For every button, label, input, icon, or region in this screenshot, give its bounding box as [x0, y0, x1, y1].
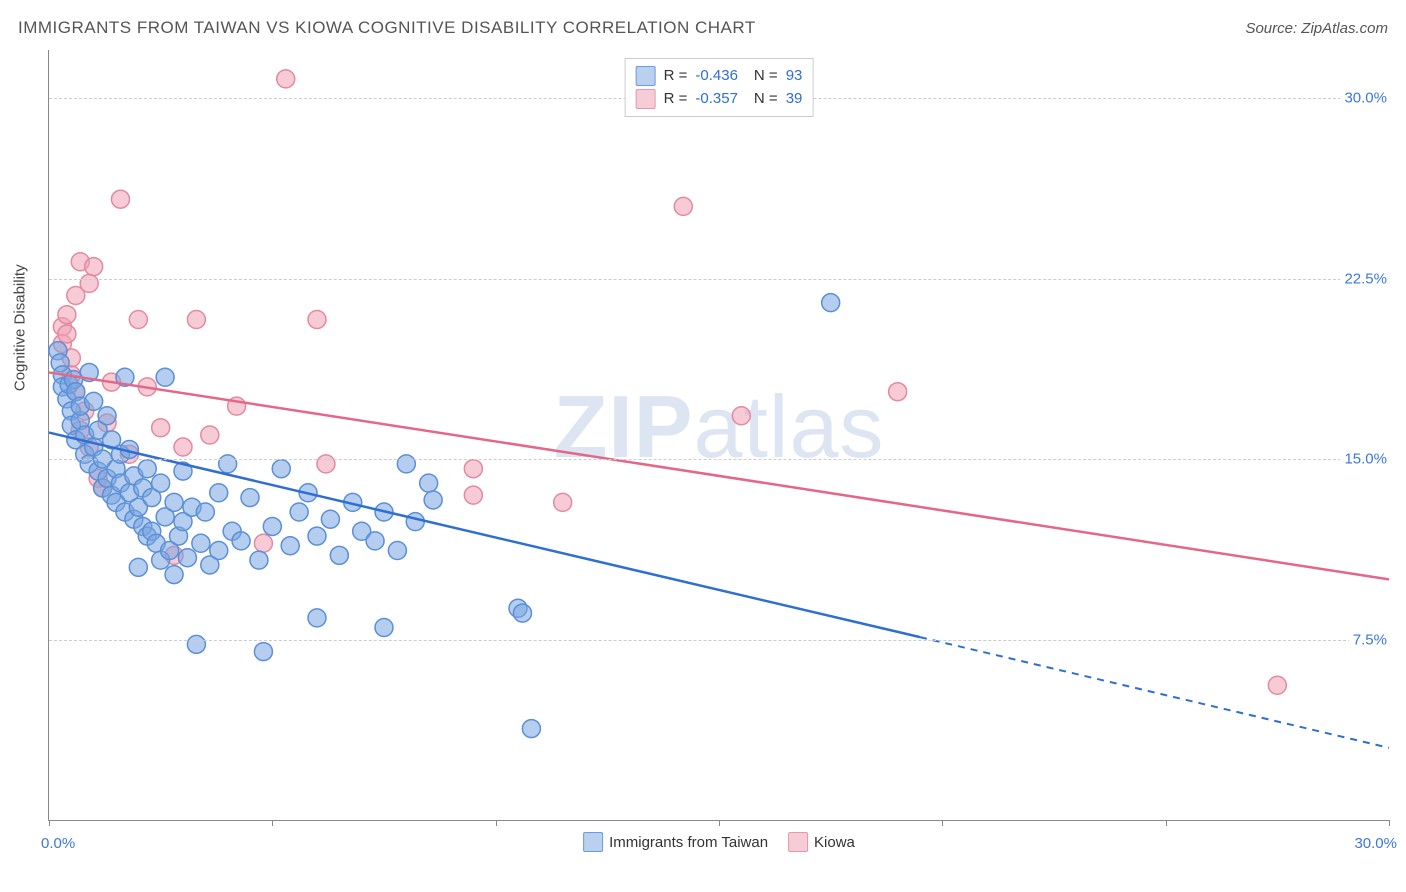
scatter-point	[80, 274, 98, 292]
scatter-point	[388, 542, 406, 560]
y-tick-label: 30.0%	[1340, 90, 1391, 107]
source-attribution: Source: ZipAtlas.com	[1245, 20, 1388, 37]
scatter-point	[420, 474, 438, 492]
x-tick	[272, 820, 273, 826]
scatter-point	[210, 484, 228, 502]
scatter-svg	[49, 50, 1389, 820]
scatter-point	[290, 503, 308, 521]
scatter-point	[554, 493, 572, 511]
scatter-point	[85, 392, 103, 410]
scatter-point	[152, 474, 170, 492]
y-tick-label: 22.5%	[1340, 270, 1391, 287]
scatter-point	[674, 197, 692, 215]
legend-stats: R = -0.436 N = 93 R = -0.357 N = 39	[625, 58, 814, 117]
legend-series: Immigrants from Taiwan Kiowa	[583, 832, 855, 852]
scatter-point	[178, 549, 196, 567]
legend-item-series-2: Kiowa	[788, 832, 855, 852]
legend-item-series-1: Immigrants from Taiwan	[583, 832, 768, 852]
x-tick	[496, 820, 497, 826]
scatter-point	[250, 551, 268, 569]
n-value-2: 39	[786, 88, 803, 111]
scatter-point	[281, 537, 299, 555]
scatter-point	[366, 532, 384, 550]
swatch-series-2	[636, 89, 656, 109]
x-axis-max-label: 30.0%	[1354, 835, 1397, 852]
scatter-point	[98, 407, 116, 425]
scatter-point	[241, 489, 259, 507]
scatter-point	[397, 455, 415, 473]
chart-plot-area: ZIPatlas R = -0.436 N = 93 R = -0.357 N …	[48, 50, 1389, 821]
scatter-point	[58, 306, 76, 324]
scatter-point	[165, 566, 183, 584]
scatter-point	[254, 534, 272, 552]
scatter-point	[308, 609, 326, 627]
scatter-point	[152, 419, 170, 437]
legend-label-2: Kiowa	[814, 834, 855, 851]
trend-line-kiowa	[49, 372, 1389, 579]
gridline	[49, 640, 1391, 641]
scatter-point	[58, 325, 76, 343]
scatter-point	[210, 542, 228, 560]
x-tick	[942, 820, 943, 826]
scatter-point	[187, 311, 205, 329]
scatter-point	[513, 604, 531, 622]
scatter-point	[822, 294, 840, 312]
scatter-point	[308, 311, 326, 329]
scatter-point	[201, 426, 219, 444]
scatter-point	[111, 190, 129, 208]
x-axis-min-label: 0.0%	[41, 835, 75, 852]
scatter-point	[187, 635, 205, 653]
r-value-1: -0.436	[695, 65, 738, 88]
scatter-point	[192, 534, 210, 552]
swatch-bottom-2	[788, 832, 808, 852]
x-tick	[1166, 820, 1167, 826]
scatter-point	[375, 619, 393, 637]
y-axis-title: Cognitive Disability	[12, 264, 29, 391]
scatter-point	[464, 460, 482, 478]
scatter-point	[196, 503, 214, 521]
y-tick-label: 15.0%	[1340, 451, 1391, 468]
scatter-point	[156, 368, 174, 386]
scatter-point	[165, 493, 183, 511]
y-tick-label: 7.5%	[1349, 631, 1391, 648]
scatter-point	[406, 513, 424, 531]
gridline	[49, 459, 1391, 460]
scatter-point	[219, 455, 237, 473]
scatter-point	[424, 491, 442, 509]
x-tick	[1389, 820, 1390, 826]
legend-label-1: Immigrants from Taiwan	[609, 834, 768, 851]
r-value-2: -0.357	[695, 88, 738, 111]
scatter-point	[321, 510, 339, 528]
gridline	[49, 279, 1391, 280]
scatter-point	[232, 532, 250, 550]
chart-title: IMMIGRANTS FROM TAIWAN VS KIOWA COGNITIV…	[18, 18, 756, 38]
scatter-point	[277, 70, 295, 88]
legend-row-series-2: R = -0.357 N = 39	[636, 88, 803, 111]
scatter-point	[1268, 676, 1286, 694]
scatter-point	[330, 546, 348, 564]
scatter-point	[263, 517, 281, 535]
x-tick	[49, 820, 50, 826]
legend-row-series-1: R = -0.436 N = 93	[636, 65, 803, 88]
scatter-point	[174, 438, 192, 456]
scatter-point	[732, 407, 750, 425]
scatter-point	[308, 527, 326, 545]
n-value-1: 93	[786, 65, 803, 88]
scatter-point	[464, 486, 482, 504]
scatter-point	[317, 455, 335, 473]
scatter-point	[522, 720, 540, 738]
scatter-point	[85, 258, 103, 276]
scatter-point	[254, 643, 272, 661]
scatter-point	[129, 311, 147, 329]
scatter-point	[129, 558, 147, 576]
x-tick	[719, 820, 720, 826]
scatter-point	[138, 460, 156, 478]
swatch-series-1	[636, 66, 656, 86]
swatch-bottom-1	[583, 832, 603, 852]
trend-line-taiwan-extrapolated	[920, 637, 1389, 748]
scatter-point	[889, 383, 907, 401]
scatter-point	[272, 460, 290, 478]
